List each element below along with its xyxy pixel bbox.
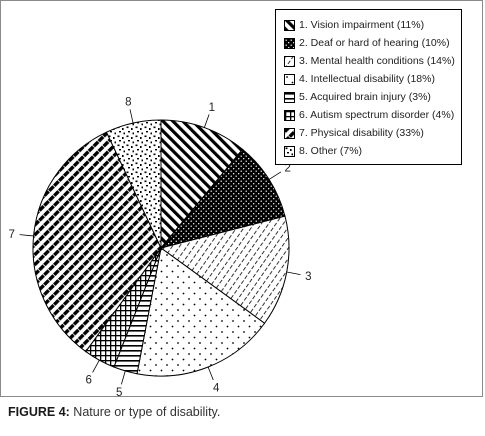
legend-item-7: 7. Physical disability (33%) [284,124,461,142]
legend-item-6: 6. Autism spectrum disorder (4%) [284,106,461,124]
slice-label-5: 5 [116,387,122,397]
pie-slice-2 [159,148,286,249]
slice-label-4: 4 [213,382,220,394]
legend-label-1: 1. Vision impairment (11%) [299,19,425,31]
slice-leader-line-8 [129,109,134,124]
slice-label-1: 1 [209,102,215,114]
slice-leader-line-6 [92,359,100,373]
slice-label-6: 6 [86,374,92,386]
slice-label-2: 2 [284,163,290,175]
legend-label-4: 4. Intellectual disability (18%) [299,73,435,85]
legend-swatch-5 [284,91,295,103]
legend-swatch-4 [284,73,295,85]
legend-swatch-6 [284,109,295,121]
slice-leader-line-7 [19,234,34,237]
figure-frame [0,0,483,397]
legend-swatch-7 [284,127,295,139]
pie-slice-4 [136,247,266,377]
legend-swatch-1 [284,19,295,31]
caption-text: Nature or type of disability. [69,405,221,419]
legend-item-2: 2. Deaf or hard of hearing (10%) [284,34,461,52]
legend-swatch-3 [284,55,295,67]
legend: 1. Vision impairment (11%) 2. Deaf or har… [275,9,462,165]
pie-chart: 1 2 3 4 5 6 7 8 [8,97,311,397]
legend-item-4: 4. Intellectual disability (18%) [284,70,461,88]
slice-leader-line-4 [207,366,214,381]
legend-item-3: 3. Mental health conditions (14%) [284,52,461,70]
legend-label-8: 8. Other (7%) [299,145,363,157]
legend-swatch-2 [284,37,295,49]
legend-item-5: 5. Acquired brain injury (3%) [284,88,461,106]
slice-label-7: 7 [8,229,14,241]
caption-label: FIGURE 4: [8,405,70,419]
slice-leader-line-1 [203,114,210,128]
legend-item-8: 8. Other (7%) [284,142,461,160]
legend-label-2: 2. Deaf or hard of hearing (10%) [299,37,450,49]
legend-label-3: 3. Mental health conditions (14%) [299,55,455,67]
legend-label-6: 6. Autism spectrum disorder (4%) [299,109,455,121]
slice-leader-line-5 [120,370,126,385]
slice-label-3: 3 [305,271,311,283]
pie-slice-8 [105,119,162,249]
legend-item-1: 1. Vision impairment (11%) [284,16,461,34]
slice-leader-line-3 [286,271,301,276]
slice-leader-line-2 [268,171,282,180]
figure-caption: FIGURE 4: Nature or type of disability. [8,405,220,419]
slice-label-8: 8 [125,97,131,109]
legend-label-7: 7. Physical disability (33%) [299,127,424,139]
legend-swatch-8 [284,145,295,157]
pie-slice-7 [32,131,162,353]
legend-label-5: 5. Acquired brain injury (3%) [299,91,431,103]
